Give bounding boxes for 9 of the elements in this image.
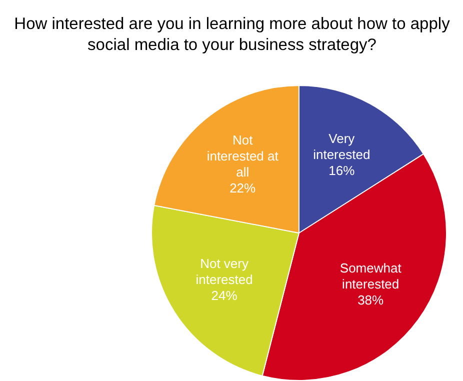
slice-label: Not interested at all: [206, 132, 279, 180]
slice-label: Somewhat interested: [340, 260, 402, 292]
data-label: 16%: [328, 163, 356, 178]
slice-label: Very interested: [313, 131, 370, 162]
data-label: 22%: [230, 180, 256, 196]
chart-title: How interested are you in learning more about how to apply social media to your business strategy?: [13, 14, 451, 56]
slice-label: Not very interested: [196, 256, 253, 287]
data-label: 38%: [358, 292, 384, 308]
data-label: 24%: [211, 288, 238, 303]
